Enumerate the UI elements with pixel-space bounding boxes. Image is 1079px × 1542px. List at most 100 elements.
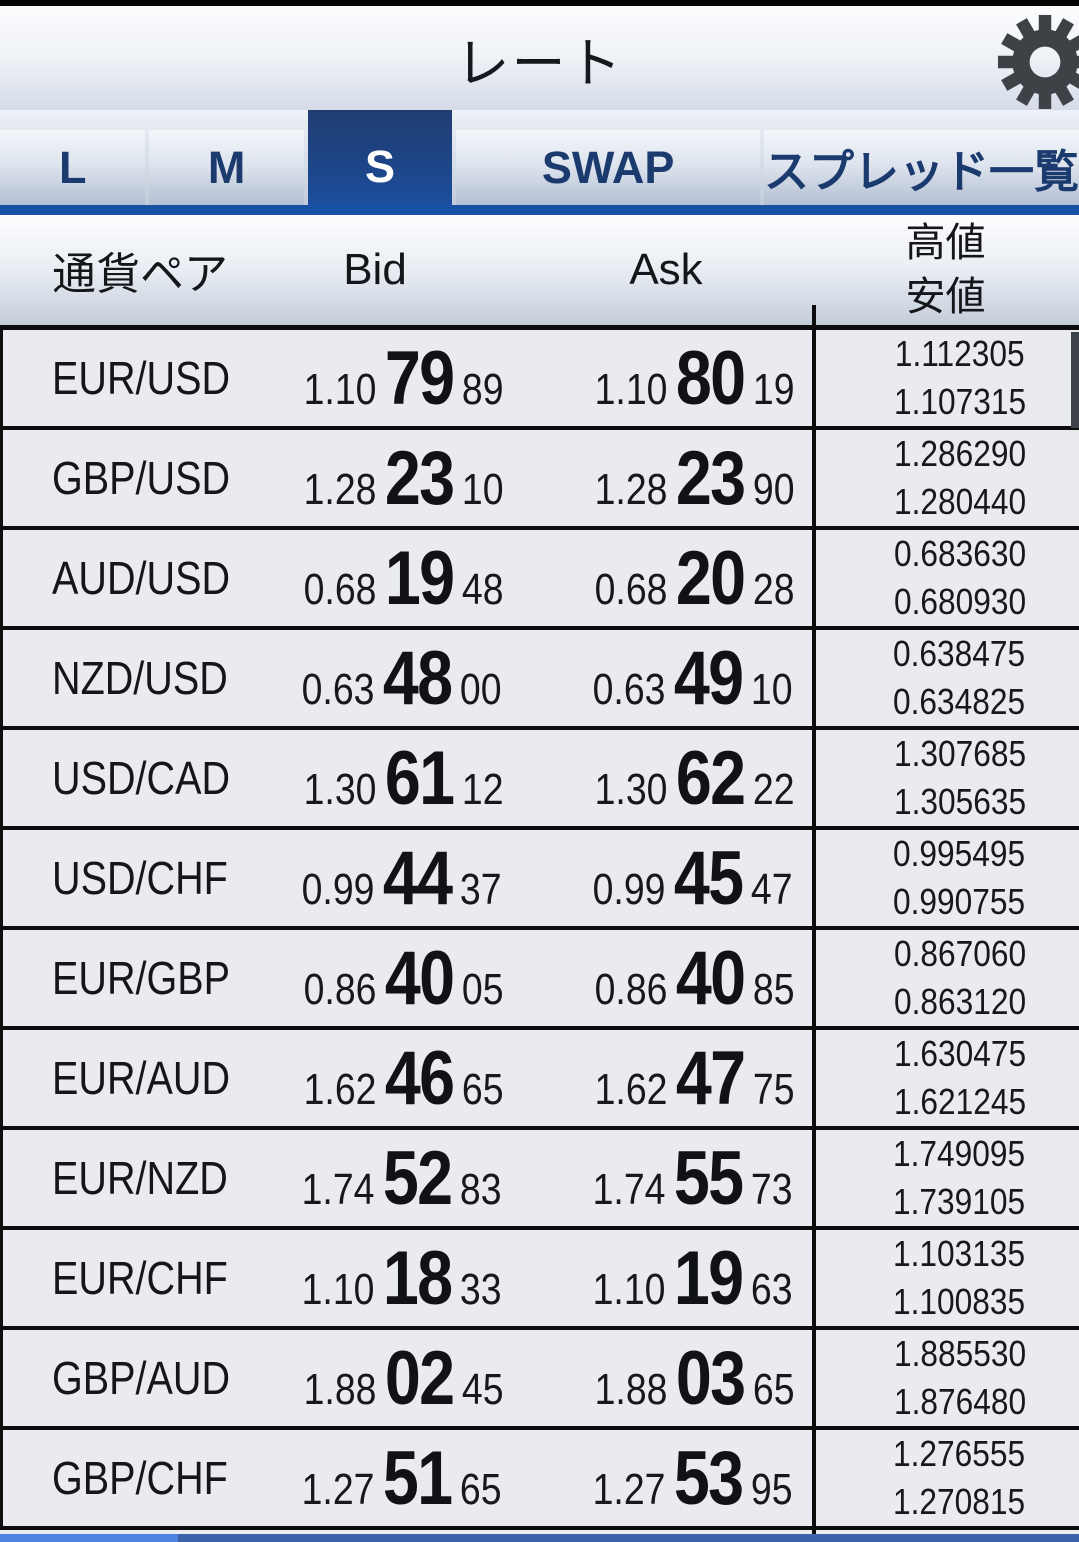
ask-pips: 55 xyxy=(673,1135,744,1221)
ask-rate: 1.62 47 75 xyxy=(595,1035,795,1122)
vertical-scrollbar-thumb[interactable] xyxy=(1071,332,1079,428)
currency-pair-label: GBP/AUD xyxy=(52,1352,231,1404)
horizontal-scrollbar-thumb[interactable] xyxy=(0,1534,178,1542)
ask-cell[interactable]: 0.63 49 10 xyxy=(546,635,838,722)
rate-row[interactable]: EUR/GBP 0.86 40 05 0.86 40 85 0.867060 0… xyxy=(3,930,1079,1030)
bid-head: 1.88 xyxy=(304,1364,377,1414)
rate-row[interactable]: GBP/CHF 1.27 51 65 1.27 53 95 1.276555 1… xyxy=(3,1430,1079,1530)
ask-cell[interactable]: 0.86 40 85 xyxy=(549,935,841,1022)
bid-cell[interactable]: 1.10 79 89 xyxy=(259,335,549,422)
ask-head: 1.28 xyxy=(595,464,668,514)
tab-m[interactable]: M xyxy=(149,130,304,205)
rate-row[interactable]: GBP/AUD 1.88 02 45 1.88 03 65 1.885530 1… xyxy=(3,1330,1079,1430)
ask-pips: 53 xyxy=(673,1435,744,1521)
currency-pair-cell: GBP/AUD xyxy=(3,1351,259,1405)
bid-frac: 33 xyxy=(459,1264,502,1314)
bid-cell[interactable]: 1.88 02 45 xyxy=(259,1335,549,1422)
bid-cell[interactable]: 1.74 52 83 xyxy=(256,1135,546,1222)
high-low-cell: 1.276555 1.270815 xyxy=(838,1430,1079,1526)
ask-cell[interactable]: 1.10 19 63 xyxy=(546,1235,838,1322)
currency-pair-cell: EUR/USD xyxy=(3,351,259,405)
table-body-wrap: EUR/USD 1.10 79 89 1.10 80 19 1.112305 1… xyxy=(0,330,1079,1534)
rates-table-body: EUR/USD 1.10 79 89 1.10 80 19 1.112305 1… xyxy=(0,330,1079,1530)
bid-cell[interactable]: 1.30 61 12 xyxy=(259,735,549,822)
rate-row[interactable]: EUR/AUD 1.62 46 65 1.62 47 75 1.630475 1… xyxy=(3,1030,1079,1130)
high-value: 1.307685 xyxy=(893,733,1027,774)
ask-cell[interactable]: 1.62 47 75 xyxy=(549,1035,841,1122)
ask-cell[interactable]: 0.99 45 47 xyxy=(546,835,838,922)
bid-cell[interactable]: 1.10 18 33 xyxy=(256,1235,546,1322)
bid-frac: 89 xyxy=(462,364,504,414)
bid-rate: 1.62 46 65 xyxy=(304,1035,504,1122)
ask-head: 1.10 xyxy=(595,364,668,414)
ask-cell[interactable]: 1.10 80 19 xyxy=(549,335,841,422)
high-value: 0.995495 xyxy=(892,833,1025,874)
bid-head: 1.10 xyxy=(304,364,377,414)
bid-pips: 02 xyxy=(385,1335,455,1421)
bid-frac: 48 xyxy=(462,564,504,614)
high-low-cell: 1.103135 1.100835 xyxy=(838,1230,1079,1326)
ask-head: 1.27 xyxy=(592,1464,666,1514)
ask-cell[interactable]: 1.30 62 22 xyxy=(549,735,841,822)
currency-pair-cell: EUR/AUD xyxy=(3,1051,259,1105)
currency-pair-label: USD/CAD xyxy=(52,752,231,804)
bid-frac: 37 xyxy=(459,864,502,914)
high-low-cell: 0.867060 0.863120 xyxy=(841,930,1079,1026)
ask-cell[interactable]: 1.74 55 73 xyxy=(546,1135,838,1222)
ask-head: 0.86 xyxy=(595,964,668,1014)
tab-s[interactable]: S xyxy=(307,110,453,205)
currency-pair-cell: USD/CHF xyxy=(3,851,256,905)
bid-cell[interactable]: 1.27 51 65 xyxy=(256,1435,546,1522)
column-divider-tick xyxy=(812,305,816,325)
ask-frac: 75 xyxy=(753,1064,795,1114)
bid-cell[interactable]: 0.86 40 05 xyxy=(259,935,549,1022)
bid-cell[interactable]: 0.63 48 00 xyxy=(256,635,546,722)
ask-frac: 90 xyxy=(753,464,795,514)
high-low-cell: 1.749095 1.739105 xyxy=(838,1130,1079,1226)
ask-pips: 47 xyxy=(676,1035,746,1121)
horizontal-scrollbar-track[interactable] xyxy=(178,1534,1079,1542)
ask-frac: 28 xyxy=(753,564,795,614)
high-low-cell: 1.286290 1.280440 xyxy=(841,430,1079,526)
high-low-cell: 0.638475 0.634825 xyxy=(838,630,1079,726)
rate-row[interactable]: EUR/CHF 1.10 18 33 1.10 19 63 1.103135 1… xyxy=(3,1230,1079,1330)
bid-cell[interactable]: 1.28 23 10 xyxy=(259,435,549,522)
ask-frac: 47 xyxy=(750,864,793,914)
ask-cell[interactable]: 1.88 03 65 xyxy=(549,1335,841,1422)
ask-head: 1.10 xyxy=(592,1264,666,1314)
tab-swap[interactable]: SWAP xyxy=(456,130,760,205)
currency-pair-label: EUR/CHF xyxy=(52,1252,228,1304)
bid-frac: 65 xyxy=(459,1464,502,1514)
bid-head: 0.99 xyxy=(301,864,375,914)
bid-cell[interactable]: 1.62 46 65 xyxy=(259,1035,549,1122)
rate-row[interactable]: USD/CAD 1.30 61 12 1.30 62 22 1.307685 1… xyxy=(3,730,1079,830)
ask-cell[interactable]: 0.68 20 28 xyxy=(549,535,841,622)
currency-pair-cell: USD/CAD xyxy=(3,751,259,805)
rate-row[interactable]: USD/CHF 0.99 44 37 0.99 45 47 0.995495 0… xyxy=(3,830,1079,930)
high-low-cell: 1.630475 1.621245 xyxy=(841,1030,1079,1126)
ask-head: 0.99 xyxy=(592,864,666,914)
rate-row[interactable]: EUR/USD 1.10 79 89 1.10 80 19 1.112305 1… xyxy=(3,330,1079,430)
tab-l[interactable]: L xyxy=(0,130,146,205)
ask-head: 1.62 xyxy=(595,1064,668,1114)
bid-head: 0.86 xyxy=(304,964,377,1014)
rate-row[interactable]: GBP/USD 1.28 23 10 1.28 23 90 1.286290 1… xyxy=(3,430,1079,530)
low-value: 1.270815 xyxy=(892,1481,1025,1522)
ask-pips: 03 xyxy=(676,1335,746,1421)
header-high: 高値 xyxy=(905,221,986,265)
ask-frac: 22 xyxy=(753,764,795,814)
bid-cell[interactable]: 0.68 19 48 xyxy=(259,535,549,622)
bid-pips: 52 xyxy=(382,1135,453,1221)
horizontal-scrollbar[interactable] xyxy=(0,1534,1079,1542)
ask-cell[interactable]: 1.28 23 90 xyxy=(549,435,841,522)
rate-row[interactable]: NZD/USD 0.63 48 00 0.63 49 10 0.638475 0… xyxy=(3,630,1079,730)
tab-spread-list[interactable]: スプレッド一覧 xyxy=(763,130,1079,205)
ask-cell[interactable]: 1.27 53 95 xyxy=(546,1435,838,1522)
rate-row[interactable]: AUD/USD 0.68 19 48 0.68 20 28 0.683630 0… xyxy=(3,530,1079,630)
gear-icon[interactable] xyxy=(997,14,1079,110)
ask-rate: 0.68 20 28 xyxy=(595,535,795,622)
bid-cell[interactable]: 0.99 44 37 xyxy=(256,835,546,922)
rate-row[interactable]: EUR/NZD 1.74 52 83 1.74 55 73 1.749095 1… xyxy=(3,1130,1079,1230)
bid-head: 1.30 xyxy=(304,764,377,814)
bid-frac: 00 xyxy=(459,664,502,714)
